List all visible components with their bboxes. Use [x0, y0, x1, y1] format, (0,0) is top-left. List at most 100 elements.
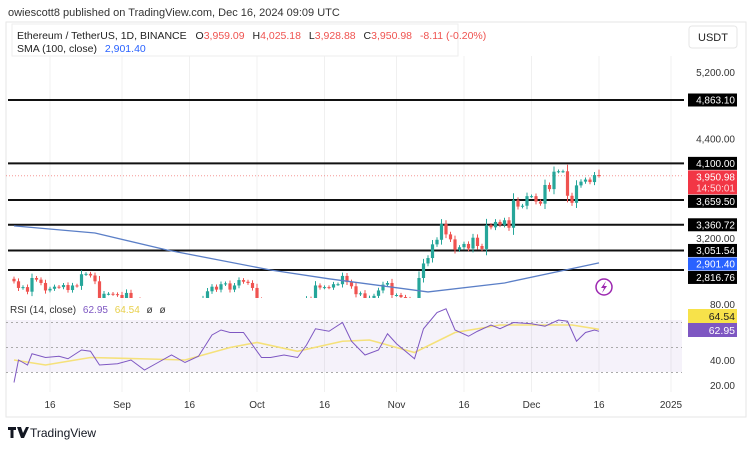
candle[interactable] — [192, 310, 195, 314]
tradingview-logo[interactable]: TradingView — [8, 426, 96, 440]
candle[interactable] — [597, 175, 601, 177]
candle[interactable] — [327, 287, 331, 289]
candle[interactable] — [408, 300, 411, 305]
candle[interactable] — [305, 298, 308, 301]
candle[interactable] — [507, 220, 511, 228]
candle[interactable] — [489, 225, 493, 228]
candle[interactable] — [529, 196, 534, 198]
candle[interactable] — [421, 263, 426, 278]
candle[interactable] — [399, 295, 403, 298]
candle[interactable] — [296, 306, 299, 307]
rsi-pane[interactable] — [13, 308, 600, 383]
candle[interactable] — [579, 181, 583, 186]
candle[interactable] — [430, 244, 435, 259]
candle[interactable] — [61, 285, 66, 288]
candle[interactable] — [12, 278, 16, 282]
candle[interactable] — [462, 243, 466, 248]
candle[interactable] — [588, 179, 592, 183]
candle[interactable] — [516, 200, 520, 207]
time-axis[interactable]: 16 Sep 16 Oct 16 Nov 16 Dec 16 2025 — [44, 400, 682, 411]
sma-line[interactable] — [13, 225, 600, 293]
candle[interactable] — [547, 184, 552, 190]
candle[interactable] — [273, 303, 276, 304]
candle[interactable] — [264, 307, 267, 308]
sma-price-label[interactable]: 2,901.40 — [688, 257, 737, 271]
candle[interactable] — [282, 301, 285, 303]
candle[interactable] — [255, 287, 259, 300]
candle[interactable] — [484, 225, 489, 249]
candle[interactable] — [543, 184, 547, 204]
candle[interactable] — [134, 300, 137, 301]
candle[interactable] — [511, 200, 516, 228]
level-price-label[interactable]: 4,100.00 — [688, 156, 737, 170]
candle[interactable] — [413, 302, 416, 304]
candle[interactable] — [457, 247, 462, 250]
candle[interactable] — [34, 277, 39, 280]
candle[interactable] — [538, 201, 543, 204]
candle[interactable] — [471, 237, 475, 249]
candle[interactable] — [322, 287, 327, 289]
candle[interactable] — [394, 295, 399, 297]
candle[interactable] — [309, 298, 312, 299]
candle[interactable] — [210, 286, 214, 292]
candle[interactable] — [120, 295, 124, 302]
candle[interactable] — [201, 299, 204, 307]
price-axis[interactable]: 5,200.00 4,400.00 3,200.00 4,863.10 4,100.00… — [688, 68, 737, 392]
candle[interactable] — [493, 221, 498, 228]
candle[interactable] — [570, 195, 574, 203]
candle[interactable] — [381, 284, 385, 291]
lightning-icon[interactable] — [595, 278, 613, 296]
candle[interactable] — [214, 286, 219, 290]
candle[interactable] — [475, 237, 480, 247]
candle[interactable] — [583, 179, 588, 182]
candle[interactable] — [372, 295, 376, 298]
candle[interactable] — [43, 282, 48, 291]
candle[interactable] — [345, 275, 349, 283]
candle[interactable] — [106, 293, 111, 295]
candle[interactable] — [66, 285, 70, 291]
candle[interactable] — [170, 308, 173, 310]
candle[interactable] — [331, 284, 336, 288]
candle[interactable] — [363, 293, 367, 301]
candle[interactable] — [336, 284, 340, 286]
candle[interactable] — [260, 300, 263, 307]
candle[interactable] — [502, 220, 507, 225]
candle[interactable] — [466, 243, 471, 249]
candle[interactable] — [278, 301, 281, 303]
candle[interactable] — [269, 303, 272, 308]
candle[interactable] — [444, 224, 448, 235]
candle[interactable] — [57, 286, 61, 288]
candle[interactable] — [197, 307, 200, 309]
rsi-ma-value-label[interactable]: 64.54 — [688, 309, 737, 323]
candle[interactable] — [403, 297, 408, 299]
candle[interactable] — [390, 282, 394, 296]
level-price-label[interactable]: 3,360.72 — [688, 218, 737, 232]
candle[interactable] — [439, 224, 444, 240]
candle[interactable] — [448, 234, 453, 240]
candle[interactable] — [39, 279, 43, 283]
candle[interactable] — [102, 293, 106, 300]
candle[interactable] — [228, 283, 232, 290]
candle[interactable] — [291, 301, 294, 307]
candle[interactable] — [385, 282, 390, 285]
candle[interactable] — [165, 305, 168, 309]
candle[interactable] — [93, 275, 97, 282]
candle[interactable] — [219, 284, 223, 290]
candle[interactable] — [287, 301, 290, 303]
candle[interactable] — [498, 221, 502, 225]
rsi-value-label[interactable]: 62.95 — [688, 323, 737, 337]
candle[interactable] — [48, 288, 52, 291]
candle[interactable] — [21, 287, 25, 289]
candle[interactable] — [237, 280, 241, 286]
price-pane[interactable] — [6, 99, 684, 324]
candle[interactable] — [313, 285, 318, 298]
level-price-label[interactable]: 3,659.50 — [688, 194, 737, 208]
level-price-label[interactable]: 2,816.76 — [688, 270, 737, 284]
candle[interactable] — [556, 171, 561, 173]
candle[interactable] — [52, 286, 57, 289]
candle[interactable] — [246, 281, 250, 283]
candle[interactable] — [205, 291, 210, 299]
candle[interactable] — [75, 285, 79, 287]
candle[interactable] — [552, 171, 556, 190]
